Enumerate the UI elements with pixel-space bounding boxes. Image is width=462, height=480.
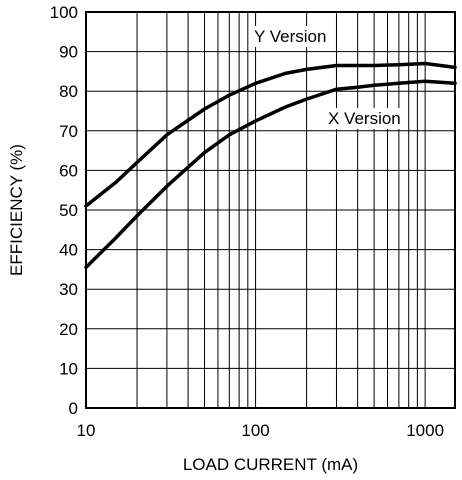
series-line-x-version <box>84 79 457 270</box>
y-tick-label: 100 <box>50 3 78 22</box>
y-tick-label: 10 <box>59 359 78 378</box>
y-tick-label: 60 <box>59 161 78 180</box>
series-labels: Y Version X Version <box>251 26 404 129</box>
y-tick-label: 70 <box>59 122 78 141</box>
x-tick-label: 10 <box>77 421 96 440</box>
series-label-background <box>325 108 404 129</box>
y-tick-label: 0 <box>69 399 78 418</box>
x-tick-label: 100 <box>241 421 269 440</box>
series-label-x-version: X Version <box>328 109 401 128</box>
tick-labels: 0 10 20 30 40 50 60 70 80 90 100 10 100 1000 <box>50 3 444 440</box>
series-label-y-version: Y Version <box>254 27 326 46</box>
plot-frame <box>85 11 456 409</box>
y-tick-label: 30 <box>59 280 78 299</box>
x-tick-label: 1000 <box>406 421 444 440</box>
y-tick-label: 80 <box>59 82 78 101</box>
x-axis-title: LOAD CURRENT (mA) <box>183 455 358 474</box>
series-label-background <box>251 26 330 47</box>
y-axis-title: EFFICIENCY (%) <box>7 144 26 276</box>
y-tick-label: 40 <box>59 241 78 260</box>
y-tick-label: 20 <box>59 320 78 339</box>
y-tick-label: 90 <box>59 43 78 62</box>
series-line-y-version <box>84 61 457 208</box>
y-tick-label: 50 <box>59 201 78 220</box>
series-lines <box>84 61 457 270</box>
